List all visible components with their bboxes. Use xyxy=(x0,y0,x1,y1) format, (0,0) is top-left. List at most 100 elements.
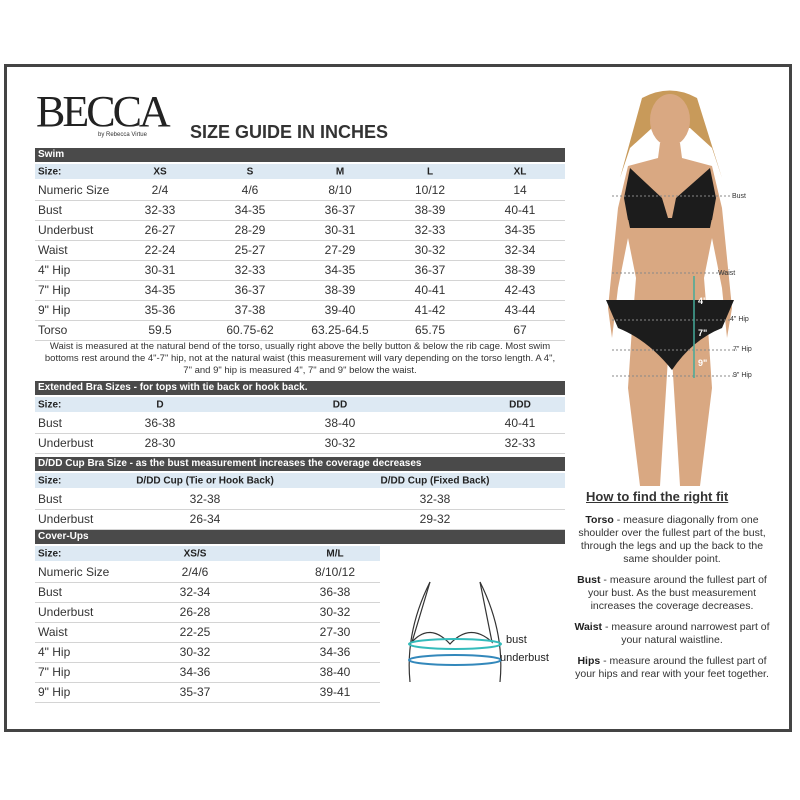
cell: 4/6 xyxy=(241,183,259,197)
cell: 36-37 xyxy=(234,283,266,297)
column-header: Size: xyxy=(38,548,62,560)
model-label: Bust xyxy=(732,193,747,200)
cell: 28-29 xyxy=(234,223,266,237)
cell: 26-27 xyxy=(144,223,176,237)
cell: 27-30 xyxy=(319,625,351,639)
cell: 22-25 xyxy=(179,625,211,639)
row-separator xyxy=(35,320,565,321)
tagline: by Rebecca Virtue xyxy=(98,132,147,138)
cell: 35-36 xyxy=(144,303,176,317)
cell: 30-32 xyxy=(319,605,351,619)
row-separator xyxy=(35,433,565,434)
cell: 34-35 xyxy=(144,283,176,297)
cell: 32-34 xyxy=(504,243,536,257)
column-header: D/DD Cup (Fixed Back) xyxy=(380,475,490,487)
cell: 26-34 xyxy=(189,512,221,526)
cell: 8/10/12 xyxy=(314,565,356,579)
cell: 40-41 xyxy=(414,283,446,297)
row-separator xyxy=(35,529,565,530)
cell: 28-30 xyxy=(144,436,176,450)
cell: 8/10 xyxy=(328,183,352,197)
row-label: Bust xyxy=(38,416,63,430)
cell: 36-38 xyxy=(319,585,351,599)
column-header: DD xyxy=(332,399,348,411)
cell: 10/12 xyxy=(414,183,446,197)
cell: 14 xyxy=(513,183,527,197)
column-header: M/L xyxy=(326,548,344,560)
column-header: Size: xyxy=(38,475,62,487)
table-note: Waist is measured at the natural bend of… xyxy=(44,341,556,376)
row-label: 7" Hip xyxy=(38,283,71,297)
fit-guide: Torso - measure diagonally from one shou… xyxy=(572,514,772,689)
cell: 34-35 xyxy=(234,203,266,217)
row-separator xyxy=(35,300,565,301)
row-separator xyxy=(35,602,380,603)
model-photo xyxy=(572,88,768,486)
model-label: 9" Hip xyxy=(733,372,752,379)
cell: 38-39 xyxy=(324,283,356,297)
cell: 2/4/6 xyxy=(181,565,209,579)
cell: 38-40 xyxy=(324,416,356,430)
row-label: Underbust xyxy=(38,436,94,450)
cell: 32-34 xyxy=(179,585,211,599)
row-separator xyxy=(35,280,565,281)
cell: 43-44 xyxy=(504,303,536,317)
row-separator xyxy=(35,582,380,583)
column-row xyxy=(35,397,565,412)
cell: 25-27 xyxy=(234,243,266,257)
column-header: D xyxy=(156,399,164,411)
measure-mark: 4" xyxy=(698,296,708,306)
cell: 34-35 xyxy=(504,223,536,237)
row-label: Torso xyxy=(38,323,68,337)
row-separator xyxy=(35,340,565,341)
cell: 59.5 xyxy=(148,323,172,337)
table-heading: Swim xyxy=(35,148,565,162)
column-header: Size: xyxy=(38,399,62,411)
fit-term: Torso xyxy=(585,514,614,526)
column-row xyxy=(35,546,380,561)
fit-item: Bust - measure around the fullest part o… xyxy=(572,574,772,613)
frame xyxy=(4,64,792,732)
fit-item: Waist - measure around narrowest part of… xyxy=(572,621,772,647)
column-row xyxy=(35,164,565,179)
table-heading: D/DD Cup Bra Size - as the bust measurem… xyxy=(35,457,565,471)
cell: 41-42 xyxy=(414,303,446,317)
model-label: Waist xyxy=(718,270,736,277)
cell: 32-38 xyxy=(419,492,451,506)
cell: 40-41 xyxy=(504,203,536,217)
cell: 32-33 xyxy=(234,263,266,277)
measure-mark: 9" xyxy=(698,358,708,368)
row-separator xyxy=(35,642,380,643)
column-header: D/DD Cup (Tie or Hook Back) xyxy=(136,475,274,487)
model-label: 4" Hip xyxy=(730,316,749,323)
fit-item: Torso - measure diagonally from one shou… xyxy=(572,514,772,566)
cell: 26-28 xyxy=(179,605,211,619)
row-label: Underbust xyxy=(38,605,94,619)
cell: 30-31 xyxy=(324,223,356,237)
row-label: Bust xyxy=(38,492,63,506)
measure-mark: 7" xyxy=(698,328,708,338)
cell: 32-33 xyxy=(144,203,176,217)
cell: 60.75-62 xyxy=(226,323,274,337)
row-label: Bust xyxy=(38,585,63,599)
cell: 36-37 xyxy=(324,203,356,217)
table-heading: Cover-Ups xyxy=(35,530,565,544)
fit-term: Bust xyxy=(577,574,601,586)
cell: 65.75 xyxy=(414,323,446,337)
row-label: Numeric Size xyxy=(38,565,110,579)
fit-text: - measure around narrowest part of your … xyxy=(602,621,770,646)
cell: 32-38 xyxy=(189,492,221,506)
cell: 39-40 xyxy=(324,303,356,317)
fit-title: How to find the right fit xyxy=(586,489,729,504)
diagram-label: bust xyxy=(506,634,527,646)
cell: 27-29 xyxy=(324,243,356,257)
cell: 67 xyxy=(513,323,527,337)
cell: 63.25-64.5 xyxy=(311,323,369,337)
cell: 37-38 xyxy=(234,303,266,317)
row-separator xyxy=(35,220,565,221)
fit-term: Waist xyxy=(574,621,603,633)
fit-text: - measure diagonally from one shoulder o… xyxy=(578,514,766,565)
row-label: 4" Hip xyxy=(38,645,71,659)
bra-diagram xyxy=(408,581,502,683)
fit-text: - measure around the fullest part of you… xyxy=(575,655,769,680)
